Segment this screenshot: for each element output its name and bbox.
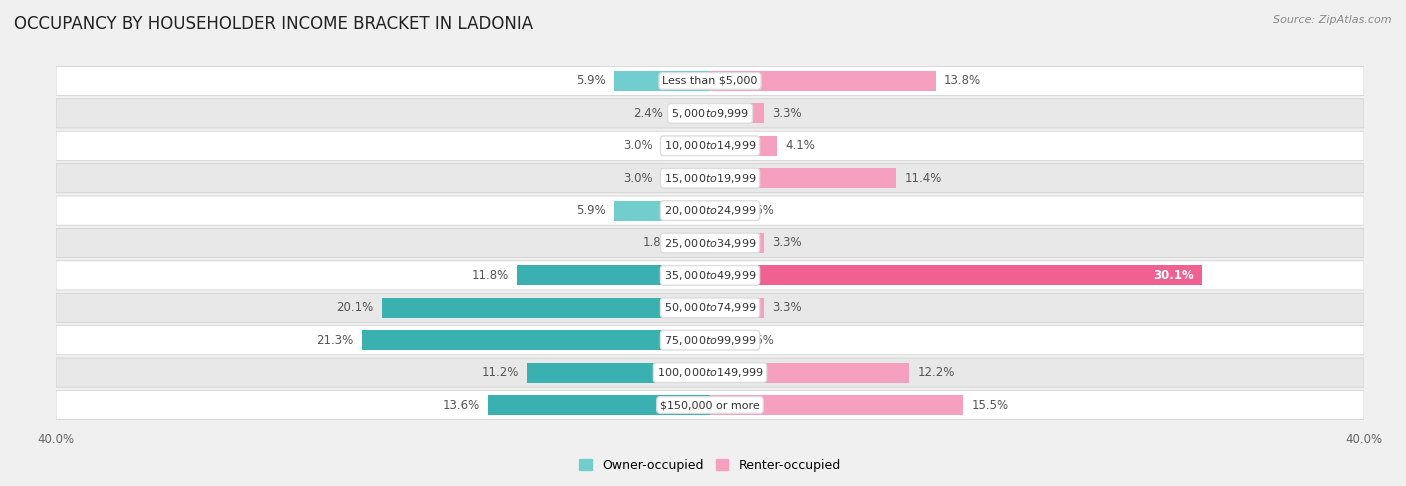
- FancyBboxPatch shape: [56, 196, 1364, 225]
- Text: 5.9%: 5.9%: [575, 74, 606, 87]
- Text: 1.8%: 1.8%: [643, 237, 672, 249]
- Text: $35,000 to $49,999: $35,000 to $49,999: [664, 269, 756, 282]
- Bar: [710, 363, 910, 382]
- Bar: [710, 104, 763, 123]
- Text: 21.3%: 21.3%: [316, 334, 354, 347]
- Bar: [710, 233, 763, 253]
- FancyBboxPatch shape: [56, 326, 1364, 355]
- Bar: [661, 168, 710, 188]
- FancyBboxPatch shape: [56, 293, 1364, 322]
- Text: 3.0%: 3.0%: [623, 139, 652, 152]
- Bar: [381, 298, 710, 318]
- Bar: [671, 104, 710, 123]
- Bar: [710, 168, 897, 188]
- Bar: [488, 395, 710, 415]
- Text: 3.3%: 3.3%: [772, 237, 801, 249]
- FancyBboxPatch shape: [56, 164, 1364, 193]
- Text: 11.4%: 11.4%: [904, 172, 942, 185]
- Bar: [710, 298, 763, 318]
- FancyBboxPatch shape: [56, 99, 1364, 128]
- Text: $50,000 to $74,999: $50,000 to $74,999: [664, 301, 756, 314]
- Bar: [661, 136, 710, 156]
- Text: 13.6%: 13.6%: [443, 399, 479, 412]
- Text: 2.4%: 2.4%: [633, 107, 662, 120]
- FancyBboxPatch shape: [56, 67, 1364, 96]
- FancyBboxPatch shape: [56, 261, 1364, 290]
- FancyBboxPatch shape: [56, 131, 1364, 160]
- Bar: [710, 395, 963, 415]
- Text: 15.5%: 15.5%: [972, 399, 1008, 412]
- Text: 20.1%: 20.1%: [336, 301, 374, 314]
- FancyBboxPatch shape: [56, 390, 1364, 419]
- Bar: [613, 201, 710, 221]
- Text: Less than $5,000: Less than $5,000: [662, 76, 758, 86]
- FancyBboxPatch shape: [56, 228, 1364, 258]
- Text: $100,000 to $149,999: $100,000 to $149,999: [657, 366, 763, 379]
- Bar: [361, 330, 710, 350]
- Text: 3.3%: 3.3%: [772, 301, 801, 314]
- Bar: [681, 233, 710, 253]
- Bar: [710, 265, 1202, 285]
- Text: 3.3%: 3.3%: [772, 107, 801, 120]
- Text: OCCUPANCY BY HOUSEHOLDER INCOME BRACKET IN LADONIA: OCCUPANCY BY HOUSEHOLDER INCOME BRACKET …: [14, 15, 533, 33]
- Text: $15,000 to $19,999: $15,000 to $19,999: [664, 172, 756, 185]
- Text: 1.6%: 1.6%: [744, 204, 775, 217]
- Text: 13.8%: 13.8%: [943, 74, 981, 87]
- Bar: [517, 265, 710, 285]
- Bar: [710, 136, 778, 156]
- Text: $10,000 to $14,999: $10,000 to $14,999: [664, 139, 756, 152]
- Text: 12.2%: 12.2%: [918, 366, 955, 379]
- Text: $5,000 to $9,999: $5,000 to $9,999: [671, 107, 749, 120]
- Text: 5.9%: 5.9%: [575, 204, 606, 217]
- Text: $150,000 or more: $150,000 or more: [661, 400, 759, 410]
- Bar: [527, 363, 710, 382]
- Text: $25,000 to $34,999: $25,000 to $34,999: [664, 237, 756, 249]
- Text: 11.8%: 11.8%: [472, 269, 509, 282]
- Text: 30.1%: 30.1%: [1153, 269, 1194, 282]
- Text: Source: ZipAtlas.com: Source: ZipAtlas.com: [1274, 15, 1392, 25]
- Text: $75,000 to $99,999: $75,000 to $99,999: [664, 334, 756, 347]
- Bar: [710, 330, 737, 350]
- Text: $20,000 to $24,999: $20,000 to $24,999: [664, 204, 756, 217]
- Legend: Owner-occupied, Renter-occupied: Owner-occupied, Renter-occupied: [575, 454, 845, 477]
- Bar: [710, 71, 935, 91]
- Text: 3.0%: 3.0%: [623, 172, 652, 185]
- Text: 1.6%: 1.6%: [744, 334, 775, 347]
- Text: 4.1%: 4.1%: [785, 139, 815, 152]
- Bar: [613, 71, 710, 91]
- Text: 11.2%: 11.2%: [481, 366, 519, 379]
- FancyBboxPatch shape: [56, 358, 1364, 387]
- Bar: [710, 201, 737, 221]
